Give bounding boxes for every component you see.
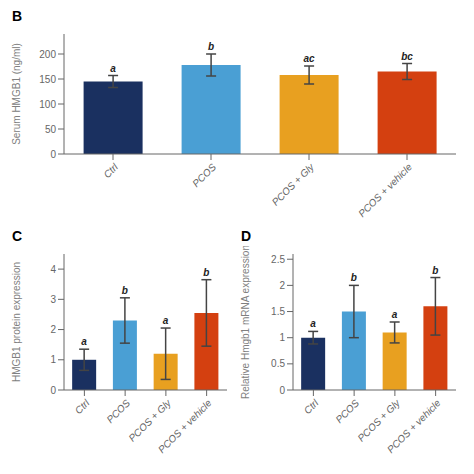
- svg-text:150: 150: [39, 74, 56, 85]
- html-text:B: B: [12, 8, 23, 24]
- svg-text:a: a: [110, 63, 116, 74]
- svg-text:2.5: 2.5: [271, 254, 285, 265]
- svg-text:0: 0: [50, 149, 56, 160]
- svg-text:0: 0: [50, 385, 56, 396]
- svg-text:200: 200: [39, 49, 56, 60]
- svg-text:Serum HMGB1 (ng/ml): Serum HMGB1 (ng/ml): [11, 43, 22, 145]
- svg-text:2: 2: [50, 324, 56, 335]
- svg-text:a: a: [163, 315, 169, 326]
- svg-text:b: b: [208, 41, 214, 52]
- svg-text:Ctrl: Ctrl: [302, 397, 321, 416]
- svg-text:PCOS: PCOS: [104, 397, 132, 425]
- svg-text:b: b: [432, 265, 438, 276]
- svg-text:PCOS + vehicle: PCOS + vehicle: [356, 161, 414, 219]
- svg-text:PCOS + Gly: PCOS + Gly: [270, 161, 317, 208]
- svg-text:4: 4: [50, 264, 56, 275]
- svg-text:PCOS + vehicle: PCOS + vehicle: [385, 397, 443, 455]
- svg-text:2: 2: [279, 280, 285, 291]
- svg-text:50: 50: [45, 124, 57, 135]
- svg-text:3: 3: [50, 294, 56, 305]
- svg-text:Ctrl: Ctrl: [101, 161, 120, 180]
- svg-text:1: 1: [50, 354, 56, 365]
- svg-text:ac: ac: [304, 53, 316, 64]
- svg-text:a: a: [81, 336, 87, 347]
- svg-text:0.5: 0.5: [271, 358, 285, 369]
- svg-text:PCOS + Gly: PCOS + Gly: [355, 397, 402, 444]
- svg-text:PCOS: PCOS: [333, 397, 361, 425]
- svg-text:1: 1: [279, 332, 285, 343]
- svg-text:Ctrl: Ctrl: [73, 397, 92, 416]
- svg-text:Relative Hmgb1 mRNA expression: Relative Hmgb1 mRNA expression: [240, 246, 251, 399]
- html-text:D: D: [241, 228, 252, 244]
- svg-text:PCOS + vehicle: PCOS + vehicle: [156, 397, 214, 455]
- svg-text:PCOS + Gly: PCOS + Gly: [126, 397, 173, 444]
- html-text:C: C: [12, 228, 23, 244]
- svg-text:b: b: [351, 272, 357, 283]
- svg-text:bc: bc: [401, 51, 413, 62]
- svg-text:b: b: [122, 285, 128, 296]
- svg-text:a: a: [392, 309, 398, 320]
- svg-text:0: 0: [279, 385, 285, 396]
- svg-text:1.5: 1.5: [271, 306, 285, 317]
- svg-text:a: a: [310, 318, 316, 329]
- svg-text:PCOS: PCOS: [190, 161, 218, 189]
- svg-text:b: b: [203, 267, 209, 278]
- svg-text:HMGB1 protein expression: HMGB1 protein expression: [11, 262, 22, 382]
- svg-text:100: 100: [39, 99, 56, 110]
